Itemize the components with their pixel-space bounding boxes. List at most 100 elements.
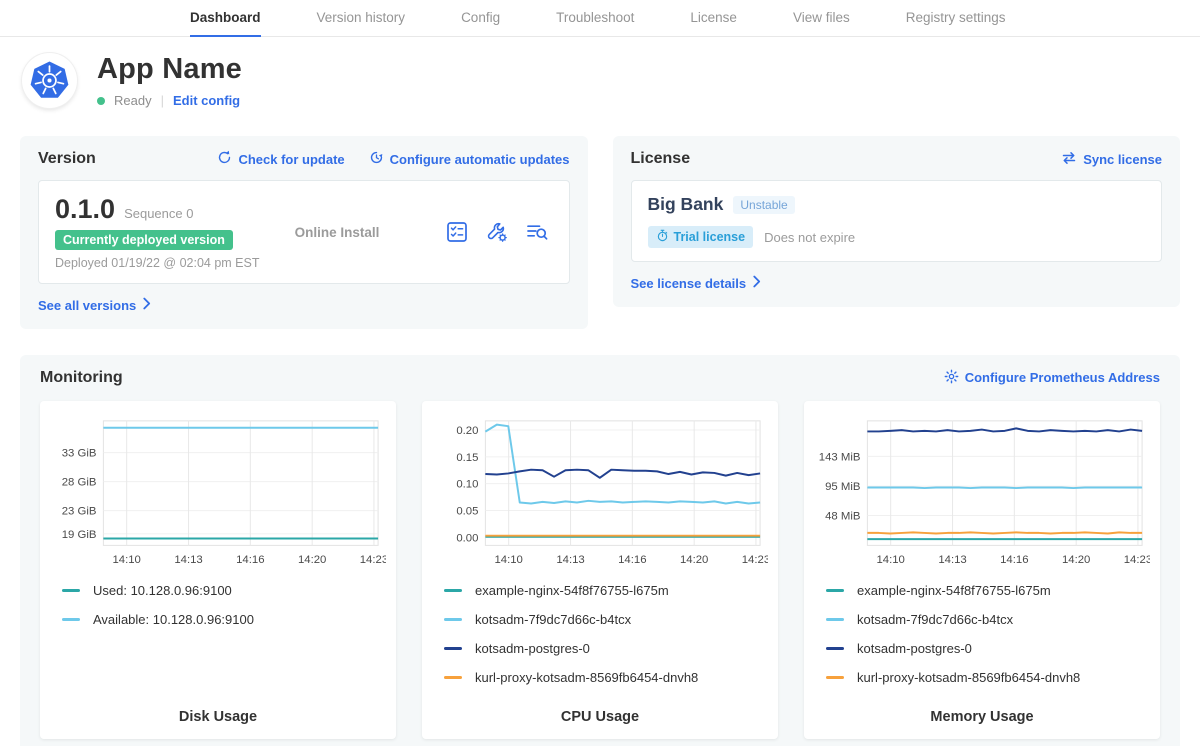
install-type-label: Online Install — [295, 225, 380, 240]
legend-item: kotsadm-7f9dc7d66c-b4tcx — [826, 612, 1150, 627]
chart-title: Disk Usage — [50, 709, 386, 727]
memory-usage-legend: example-nginx-54f8f76755-l675m kotsadm-7f… — [814, 583, 1150, 699]
sync-license-label: Sync license — [1083, 152, 1162, 167]
tab-view-files[interactable]: View files — [793, 0, 850, 37]
see-all-versions-label: See all versions — [38, 298, 136, 313]
divider: | — [161, 93, 164, 108]
legend-item: kurl-proxy-kotsadm-8569fb6454-dnvh8 — [444, 670, 768, 685]
svg-text:14:20: 14:20 — [298, 554, 326, 566]
svg-text:0.00: 0.00 — [456, 532, 478, 544]
legend-item: kotsadm-postgres-0 — [444, 641, 768, 656]
svg-text:14:16: 14:16 — [236, 554, 264, 566]
tab-registry-settings[interactable]: Registry settings — [906, 0, 1006, 37]
legend-label: kurl-proxy-kotsadm-8569fb6454-dnvh8 — [475, 670, 698, 685]
currently-deployed-badge: Currently deployed version — [55, 230, 233, 250]
check-for-update-label: Check for update — [238, 152, 344, 167]
license-card: License Sync license Big Bank Unstable T… — [613, 136, 1181, 307]
check-for-update-button[interactable]: Check for update — [217, 150, 344, 168]
top-nav: Dashboard Version history Config Trouble… — [0, 0, 1200, 37]
svg-text:19 GiB: 19 GiB — [62, 528, 97, 540]
svg-text:14:10: 14:10 — [494, 554, 522, 566]
legend-item: Used: 10.128.0.96:9100 — [62, 583, 386, 598]
sync-arrows-icon — [1061, 151, 1077, 168]
deployed-timestamp: Deployed 01/19/22 @ 02:04 pm EST — [55, 256, 259, 270]
page-title: App Name — [97, 53, 242, 86]
svg-text:23 GiB: 23 GiB — [62, 505, 97, 517]
legend-item: kotsadm-postgres-0 — [826, 641, 1150, 656]
tab-troubleshoot[interactable]: Troubleshoot — [556, 0, 634, 37]
memory-usage-chart: 143 MiB95 MiB48 MiB14:1014:1314:1614:201… — [814, 409, 1150, 577]
deploy-logs-search-icon[interactable] — [525, 220, 549, 244]
legend-item: kotsadm-7f9dc7d66c-b4tcx — [444, 612, 768, 627]
app-header: App Name Ready | Edit config — [0, 37, 1200, 112]
legend-item: kurl-proxy-kotsadm-8569fb6454-dnvh8 — [826, 670, 1150, 685]
channel-badge: Unstable — [733, 196, 794, 214]
trial-license-label: Trial license — [674, 230, 746, 244]
legend-label: example-nginx-54f8f76755-l675m — [857, 583, 1051, 598]
svg-text:28 GiB: 28 GiB — [62, 476, 97, 488]
see-all-versions-link[interactable]: See all versions — [38, 297, 151, 313]
legend-item: example-nginx-54f8f76755-l675m — [444, 583, 768, 598]
legend-label: kotsadm-7f9dc7d66c-b4tcx — [857, 612, 1013, 627]
customer-name: Big Bank — [648, 194, 724, 215]
configure-prometheus-button[interactable]: Configure Prometheus Address — [944, 369, 1160, 387]
edit-config-link[interactable]: Edit config — [173, 93, 240, 108]
license-card-title: License — [631, 150, 691, 168]
version-card-title: Version — [38, 150, 96, 168]
disk-usage-chart: 33 GiB28 GiB23 GiB19 GiB14:1014:1314:161… — [50, 409, 386, 577]
configure-automatic-updates-button[interactable]: Configure automatic updates — [369, 150, 570, 168]
svg-text:0.05: 0.05 — [456, 505, 478, 517]
trial-license-badge: Trial license — [648, 226, 754, 248]
chevron-right-icon — [752, 275, 761, 291]
chart-title: Memory Usage — [814, 709, 1150, 727]
legend-label: kotsadm-postgres-0 — [475, 641, 590, 656]
sequence-label: Sequence 0 — [124, 206, 193, 221]
configure-automatic-updates-label: Configure automatic updates — [390, 152, 570, 167]
svg-text:14:13: 14:13 — [556, 554, 584, 566]
see-license-details-label: See license details — [631, 276, 747, 291]
svg-text:14:10: 14:10 — [876, 554, 904, 566]
cpu-usage-chart-card: 0.200.150.100.050.0014:1014:1314:1614:20… — [422, 401, 778, 739]
refresh-icon — [217, 150, 232, 168]
legend-item: Available: 10.128.0.96:9100 — [62, 612, 386, 627]
legend-label: Available: 10.128.0.96:9100 — [93, 612, 254, 627]
configure-prometheus-label: Configure Prometheus Address — [965, 370, 1160, 385]
expiry-text: Does not expire — [764, 230, 855, 245]
cpu-usage-legend: example-nginx-54f8f76755-l675m kotsadm-7f… — [432, 583, 768, 699]
svg-text:143 MiB: 143 MiB — [819, 451, 861, 463]
monitoring-title: Monitoring — [40, 369, 123, 387]
schedule-update-icon — [369, 150, 384, 168]
tab-config[interactable]: Config — [461, 0, 500, 37]
memory-usage-chart-card: 143 MiB95 MiB48 MiB14:1014:1314:1614:201… — [804, 401, 1160, 739]
see-license-details-link[interactable]: See license details — [631, 275, 762, 291]
svg-text:14:13: 14:13 — [174, 554, 202, 566]
sync-license-button[interactable]: Sync license — [1061, 151, 1162, 168]
tab-license[interactable]: License — [690, 0, 737, 37]
svg-text:48 MiB: 48 MiB — [825, 510, 860, 522]
svg-text:14:23: 14:23 — [742, 554, 768, 566]
tab-version-history[interactable]: Version history — [317, 0, 406, 37]
preflight-checklist-icon[interactable] — [445, 220, 469, 244]
kubernetes-logo — [22, 53, 77, 108]
legend-label: kurl-proxy-kotsadm-8569fb6454-dnvh8 — [857, 670, 1080, 685]
disk-usage-legend: Used: 10.128.0.96:9100 Available: 10.128.… — [50, 583, 386, 641]
svg-text:0.15: 0.15 — [456, 451, 478, 463]
svg-text:14:10: 14:10 — [112, 554, 140, 566]
legend-item: example-nginx-54f8f76755-l675m — [826, 583, 1150, 598]
svg-text:14:20: 14:20 — [680, 554, 708, 566]
svg-text:14:16: 14:16 — [1000, 554, 1028, 566]
chart-title: CPU Usage — [432, 709, 768, 727]
version-number: 0.1.0 — [55, 194, 115, 225]
stopwatch-icon — [656, 229, 669, 245]
svg-text:0.20: 0.20 — [456, 424, 478, 436]
legend-label: kotsadm-postgres-0 — [857, 641, 972, 656]
disk-usage-chart-card: 33 GiB28 GiB23 GiB19 GiB14:1014:1314:161… — [40, 401, 396, 739]
svg-text:14:23: 14:23 — [360, 554, 386, 566]
config-wrench-icon[interactable] — [485, 220, 509, 244]
chevron-right-icon — [142, 297, 151, 313]
svg-text:14:20: 14:20 — [1062, 554, 1090, 566]
monitoring-section: Monitoring Configure Prometheus Address … — [20, 355, 1180, 746]
tab-dashboard[interactable]: Dashboard — [190, 0, 261, 37]
legend-label: Used: 10.128.0.96:9100 — [93, 583, 232, 598]
legend-label: kotsadm-7f9dc7d66c-b4tcx — [475, 612, 631, 627]
